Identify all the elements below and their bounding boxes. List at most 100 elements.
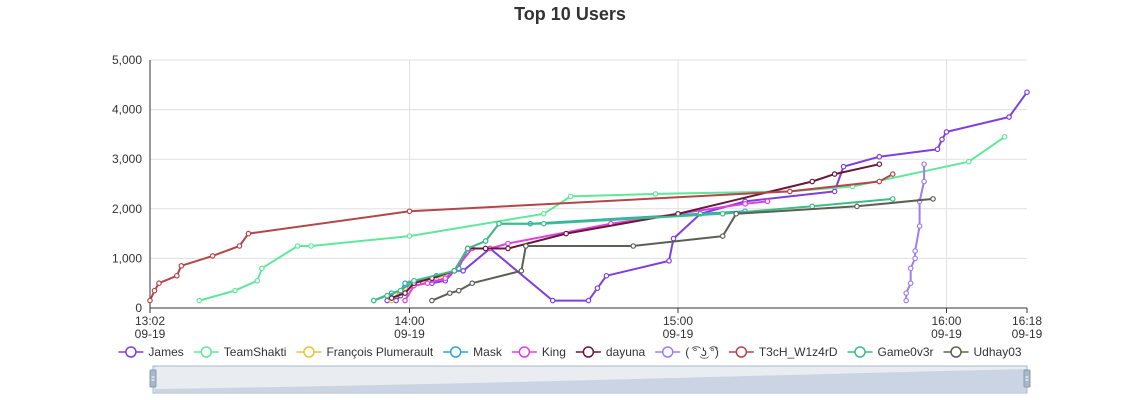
legend-item[interactable]: Game0v3r: [847, 345, 934, 359]
data-point[interactable]: [889, 196, 896, 202]
data-point[interactable]: [232, 287, 238, 294]
zoom-handle[interactable]: [149, 369, 157, 388]
data-point[interactable]: [831, 171, 838, 177]
data-point[interactable]: [540, 220, 547, 227]
data-point[interactable]: [809, 178, 816, 185]
data-point[interactable]: [308, 243, 314, 249]
data-point[interactable]: [966, 158, 972, 165]
data-point[interactable]: [147, 297, 153, 304]
data-point[interactable]: [496, 220, 502, 227]
data-point[interactable]: [505, 245, 511, 252]
zoom-handle-body[interactable]: [149, 369, 157, 388]
data-point[interactable]: [603, 272, 610, 279]
data-point[interactable]: [742, 201, 748, 207]
data-point[interactable]: [209, 253, 216, 259]
legend-item[interactable]: ( ͡° ͜ʖ ͡°): [655, 345, 719, 359]
data-point[interactable]: [594, 285, 601, 291]
legend-item[interactable]: dayuna: [575, 345, 646, 359]
data-point[interactable]: [151, 287, 158, 294]
data-point[interactable]: [930, 196, 936, 202]
data-point[interactable]: [370, 297, 377, 304]
data-point[interactable]: [831, 188, 838, 195]
legend-item[interactable]: James: [118, 345, 184, 359]
data-point[interactable]: [889, 171, 896, 177]
data-point[interactable]: [236, 243, 243, 249]
data-point[interactable]: [630, 243, 637, 249]
data-point[interactable]: [733, 210, 739, 217]
zoom-handle-body[interactable]: [1023, 369, 1031, 388]
data-point[interactable]: [907, 280, 914, 287]
data-point[interactable]: [787, 188, 793, 195]
data-point[interactable]: [397, 287, 404, 294]
data-point[interactable]: [876, 178, 883, 185]
data-point[interactable]: [451, 267, 458, 274]
data-point[interactable]: [429, 297, 435, 304]
data-point[interactable]: [939, 136, 945, 143]
data-point[interactable]: [876, 153, 883, 160]
data-point[interactable]: [563, 230, 569, 237]
data-point[interactable]: [518, 267, 525, 274]
data-point[interactable]: [1006, 114, 1012, 120]
data-point[interactable]: [719, 233, 726, 239]
data-point[interactable]: [921, 178, 927, 185]
data-point[interactable]: [719, 210, 726, 217]
legend-item[interactable]: King: [511, 345, 566, 359]
data-point[interactable]: [460, 267, 467, 274]
zoom-window[interactable]: [152, 365, 1028, 394]
data-point[interactable]: [1001, 134, 1008, 140]
data-point[interactable]: [540, 210, 547, 217]
data-point[interactable]: [406, 233, 413, 239]
data-point[interactable]: [876, 161, 883, 167]
data-point[interactable]: [505, 240, 511, 247]
data-point[interactable]: [764, 198, 771, 205]
data-point[interactable]: [406, 208, 413, 215]
data-point[interactable]: [652, 191, 659, 197]
data-point[interactable]: [666, 258, 672, 264]
data-point[interactable]: [469, 280, 475, 287]
data-point[interactable]: [482, 245, 489, 252]
data-point[interactable]: [294, 243, 301, 249]
data-point[interactable]: [549, 297, 556, 304]
data-point[interactable]: [934, 146, 941, 153]
data-point[interactable]: [174, 272, 180, 279]
data-point[interactable]: [402, 290, 408, 296]
data-point[interactable]: [446, 290, 453, 296]
data-point[interactable]: [585, 297, 592, 304]
data-point[interactable]: [912, 255, 918, 262]
data-point[interactable]: [916, 223, 923, 229]
data-point[interactable]: [903, 290, 909, 296]
data-point[interactable]: [388, 295, 395, 301]
data-point[interactable]: [156, 280, 162, 287]
data-point[interactable]: [254, 277, 261, 284]
data-point[interactable]: [245, 230, 252, 237]
data-point[interactable]: [464, 245, 471, 252]
data-point[interactable]: [424, 280, 431, 287]
legend-item[interactable]: François Plumerault: [296, 345, 434, 359]
data-point[interactable]: [854, 203, 860, 210]
data-point[interactable]: [921, 161, 927, 167]
data-point[interactable]: [411, 277, 417, 284]
legend-item[interactable]: Mask: [443, 345, 503, 359]
data-point[interactable]: [384, 297, 390, 304]
legend-item[interactable]: Udhay03: [943, 345, 1022, 359]
data-zoom-slider[interactable]: [149, 365, 1031, 394]
data-point[interactable]: [259, 265, 265, 272]
data-point[interactable]: [523, 243, 529, 249]
data-point[interactable]: [196, 297, 203, 304]
data-point[interactable]: [809, 203, 816, 210]
legend-item[interactable]: T3cH_W1z4rD: [728, 345, 838, 359]
data-point[interactable]: [402, 280, 408, 287]
data-point[interactable]: [384, 292, 390, 299]
data-point[interactable]: [907, 265, 914, 272]
data-point[interactable]: [912, 248, 918, 254]
zoom-handle[interactable]: [1023, 369, 1031, 388]
data-point[interactable]: [178, 263, 185, 269]
data-point[interactable]: [442, 275, 449, 282]
data-point[interactable]: [1024, 89, 1030, 96]
data-point[interactable]: [943, 129, 950, 135]
data-point[interactable]: [670, 235, 677, 242]
data-point[interactable]: [840, 163, 847, 170]
legend-item[interactable]: TeamShakti: [193, 345, 287, 359]
data-point[interactable]: [903, 297, 909, 304]
data-point[interactable]: [393, 297, 399, 304]
